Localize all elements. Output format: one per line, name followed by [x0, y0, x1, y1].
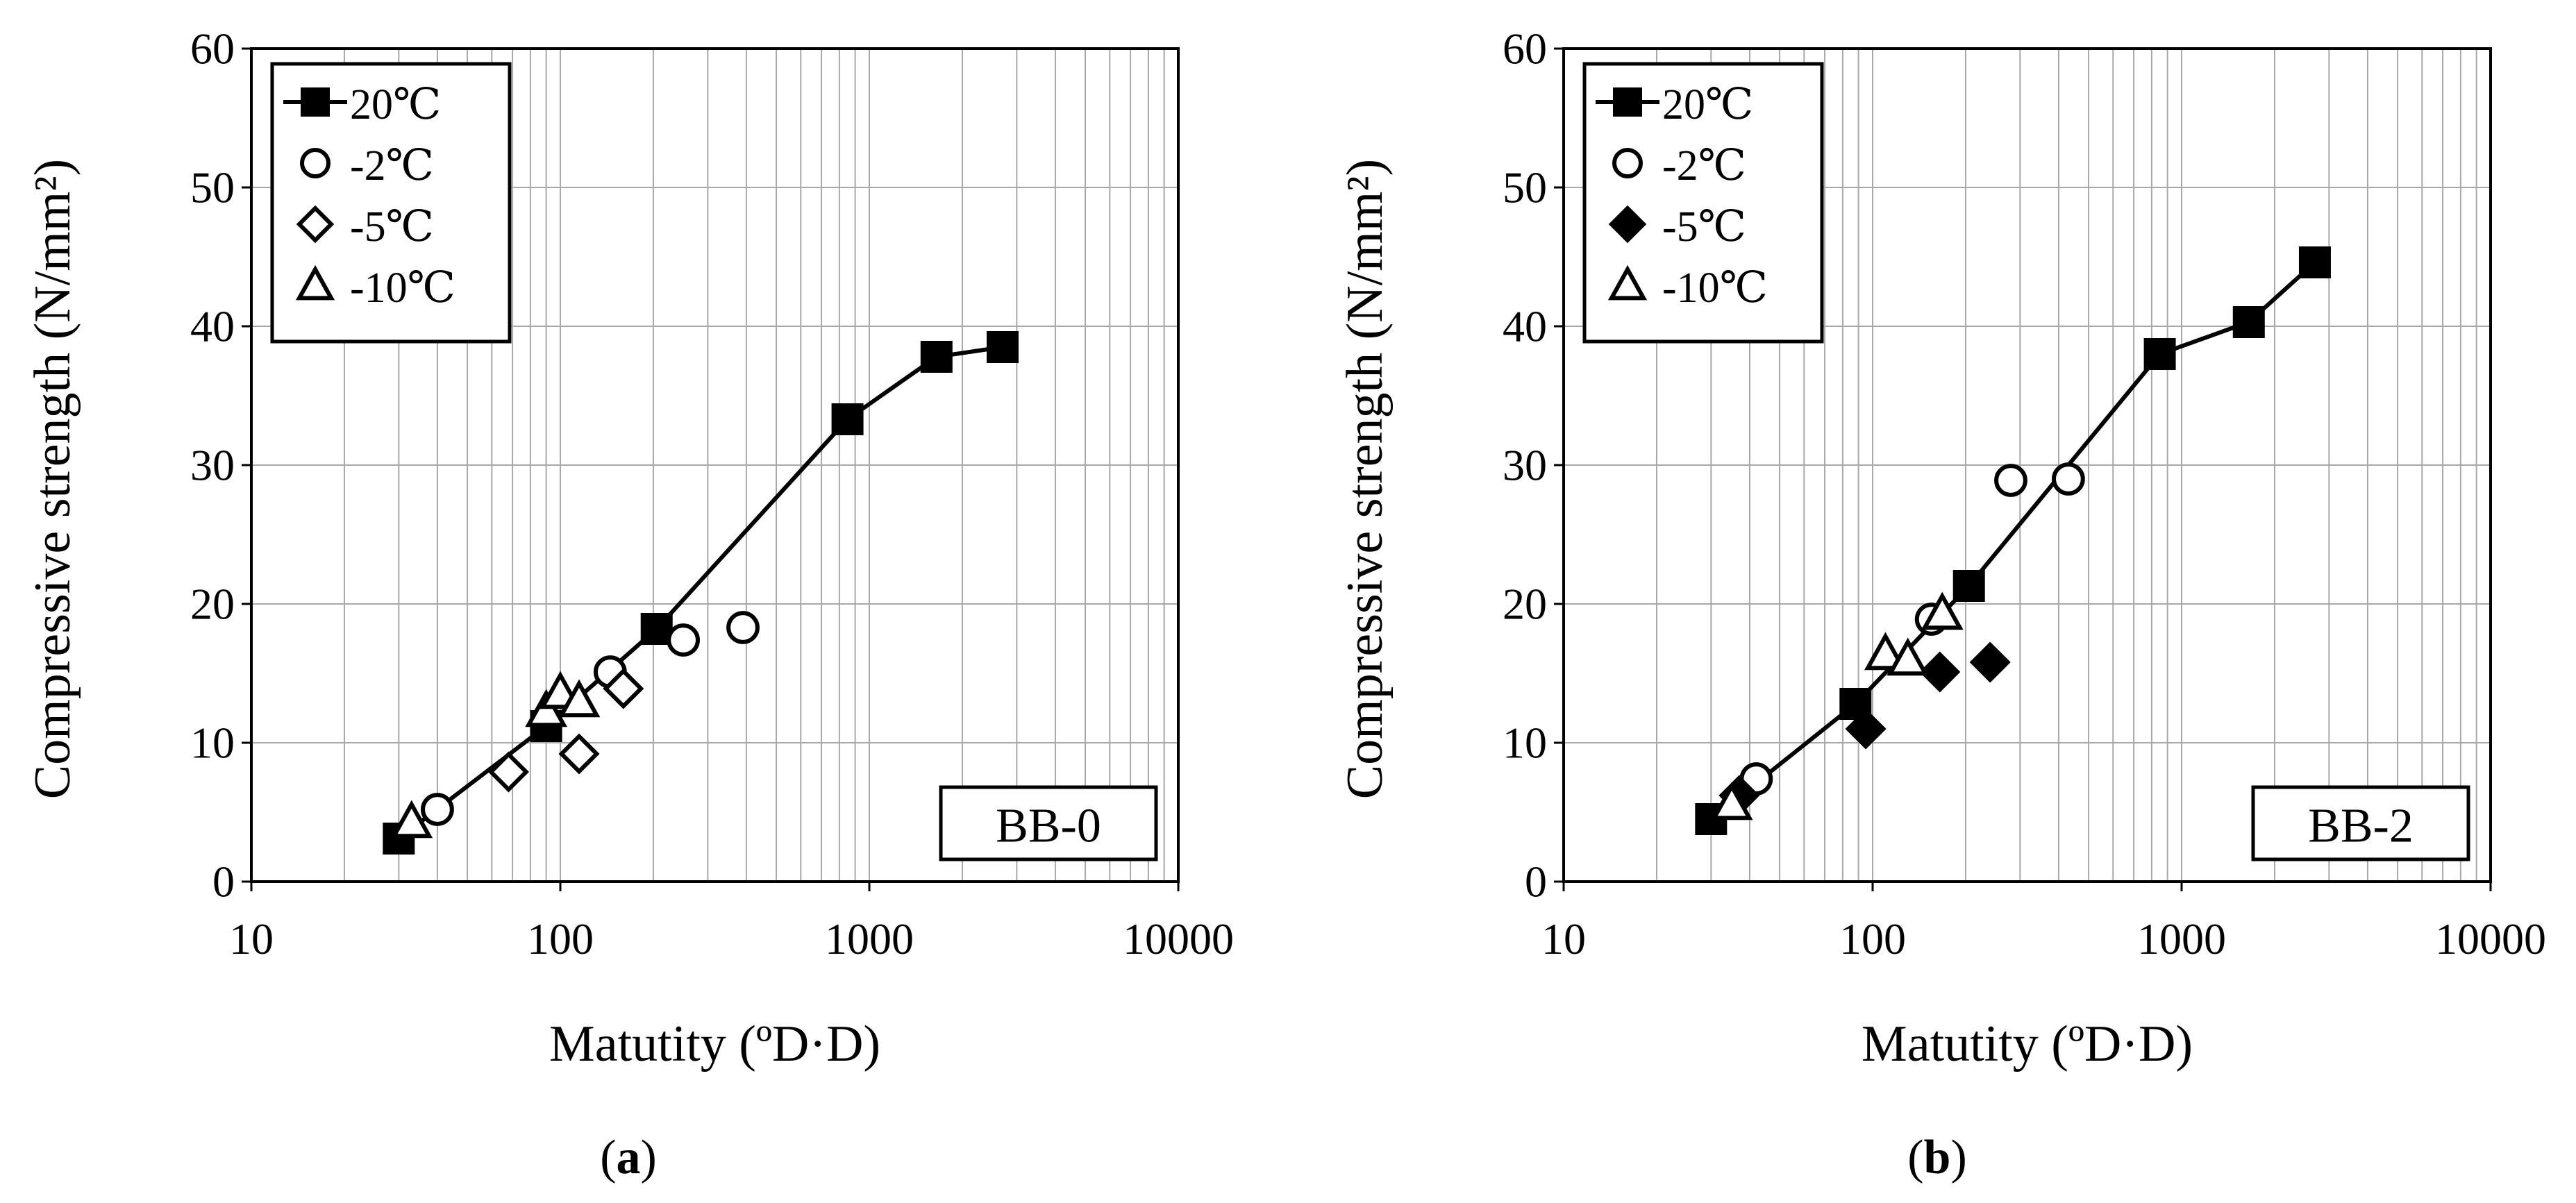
data-point [525, 689, 568, 727]
legend-marker [295, 264, 335, 301]
legend-label: -5℃ [1662, 203, 1746, 251]
y-tick-label: 0 [1525, 857, 1547, 907]
data-point [487, 751, 530, 793]
data-point [2143, 338, 2176, 370]
legend-marker [296, 205, 335, 244]
y-tick-label: 20 [1503, 580, 1547, 629]
data-point [726, 611, 760, 644]
caption-letter: b [1924, 1131, 1951, 1184]
y-tick-label: 10 [190, 718, 235, 768]
panel-caption: (b) [1907, 1131, 1967, 1184]
data-point [1952, 570, 1985, 602]
data-point [920, 341, 953, 373]
x-axis-title: Matutity (ºD·D) [549, 1016, 880, 1072]
data-point [603, 668, 644, 709]
data-point [558, 733, 600, 775]
legend: 20℃ -2℃ -5℃ -10℃ [1582, 62, 1824, 344]
chart-panel-1: 0 10 20 30 40 50 60 10 100 1000 10000 Matutity (ºD·… [24, 24, 1234, 1185]
y-tick-label: 10 [1503, 718, 1547, 768]
x-tick-label: 1000 [2137, 914, 2226, 964]
x-tick-label: 10 [1541, 914, 1586, 964]
data-point [1969, 641, 2011, 683]
caption-paren-open: ( [1907, 1131, 1923, 1184]
chart-panel-2: 0 10 20 30 40 50 60 10 100 1000 10000 Matutity (ºD·… [1337, 24, 2546, 1185]
legend-label: -2℃ [350, 142, 434, 190]
data-point [1921, 591, 1964, 630]
data-point [1994, 464, 2027, 497]
data-point [2051, 462, 2085, 496]
data-point [1887, 637, 1930, 676]
panel-tag: BB-2 [2251, 785, 2470, 861]
data-point [831, 403, 864, 435]
y-tick-label: 50 [190, 163, 235, 212]
caption-paren-open: ( [600, 1131, 616, 1184]
series-diamond [1718, 641, 2011, 816]
legend-marker [300, 148, 331, 178]
legend-label: -10℃ [350, 264, 455, 312]
data-point [986, 331, 1019, 363]
y-tick-label: 30 [190, 441, 235, 490]
y-tick-label: 20 [190, 580, 235, 629]
data-point [1710, 782, 1753, 821]
legend-marker [1612, 148, 1643, 178]
legend-label: 20℃ [1662, 81, 1753, 128]
data-point [390, 800, 433, 839]
x-tick-label: 10000 [1123, 914, 1234, 964]
legend-label: -5℃ [350, 203, 434, 251]
data-point [558, 679, 601, 718]
data-point [1919, 651, 1961, 693]
y-tick-label: 30 [1503, 441, 1547, 490]
data-point [1864, 632, 1907, 671]
caption-paren-close: ) [641, 1131, 657, 1184]
panel-tag-box [2251, 785, 2470, 861]
x-tick-label: 1000 [825, 914, 914, 964]
y-tick-label: 0 [212, 857, 235, 907]
y-tick-label: 40 [1503, 302, 1547, 351]
data-point [421, 793, 454, 826]
y-tick-label: 60 [190, 24, 235, 74]
panel-caption: (a) [600, 1131, 657, 1184]
y-tick-label: 40 [190, 302, 235, 351]
x-tick-label: 100 [1839, 914, 1906, 964]
x-tick-label: 10000 [2435, 914, 2546, 964]
panel-tag: BB-0 [939, 785, 1158, 861]
panel-tag-box [939, 785, 1158, 861]
y-axis-title: Compressive strength (N/mm²) [1337, 159, 1394, 799]
data-point [667, 623, 700, 657]
data-point [2232, 306, 2265, 338]
legend-label: -10℃ [1662, 264, 1768, 312]
x-tick-label: 10 [229, 914, 274, 964]
x-axis-title: Matutity (ºD·D) [1862, 1016, 2193, 1072]
caption-letter: a [617, 1131, 641, 1184]
legend-label: 20℃ [350, 81, 441, 128]
series-diamond [487, 668, 644, 793]
y-tick-label: 50 [1503, 163, 1547, 212]
caption-paren-close: ) [1950, 1131, 1966, 1184]
legend-marker [1608, 205, 1647, 244]
y-axis-title: Compressive strength (N/mm²) [24, 159, 81, 799]
legend-marker [1613, 87, 1642, 117]
legend: 20℃ -2℃ -5℃ -10℃ [270, 62, 512, 344]
legend-marker [1607, 264, 1648, 301]
data-point [2298, 246, 2331, 278]
x-tick-label: 100 [527, 914, 594, 964]
series-triangle [390, 671, 601, 839]
legend-marker [301, 87, 330, 117]
data-point [1845, 708, 1887, 750]
legend-label: -2℃ [1662, 142, 1746, 190]
panel-tag-label: BB-0 [996, 800, 1101, 853]
y-tick-label: 60 [1503, 24, 1547, 74]
panel-tag-label: BB-2 [2308, 800, 2414, 853]
series-triangle [1710, 591, 1964, 821]
